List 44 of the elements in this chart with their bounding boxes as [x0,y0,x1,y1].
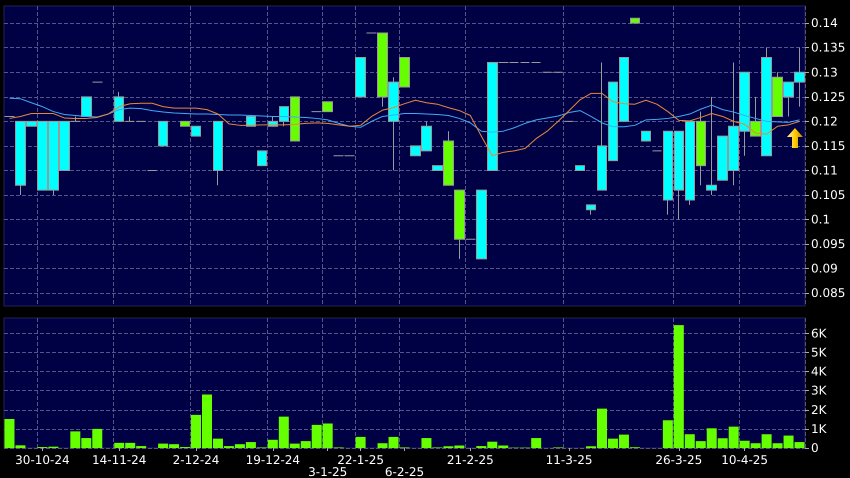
y-tick-label: 0 [811,441,819,455]
x-tick-label: 11-3-25 [546,453,593,467]
x-tick-label: 3-1-25 [308,465,348,478]
bar [356,436,366,448]
x-tick-label: 14-11-24 [92,453,146,467]
y-tick-label: 0.11 [811,163,838,178]
y-tick-label: 2K [811,402,828,417]
x-tick-label: 26-3-25 [655,453,702,467]
candlestick [246,116,256,127]
x-tick-label: 22-1-25 [337,453,384,467]
x-tick-label: 6-2-25 [384,465,424,478]
x-tick-label: 21-2-25 [446,453,494,467]
line-series [8,92,800,156]
candlestick [630,18,640,24]
y-tick-label: 0.105 [811,188,846,202]
y-tick-label: 3K [811,384,828,398]
y-tick-label: 5K [811,345,828,360]
x-tick-label: 10-4-25 [721,453,768,467]
y-tick-label: 0.125 [811,90,846,104]
y-tick-label: 0.14 [811,16,838,30]
y-tick-label: 0.085 [811,286,846,300]
candlestick [81,96,92,117]
candlestick [575,165,585,171]
y-tick-label: 0.115 [811,138,846,153]
y-tick-label: 1K [811,422,828,436]
y-tick-label: 0.095 [811,237,846,252]
candlestick [257,150,267,166]
y-tick-label: 0.13 [811,65,838,80]
candlestick [641,130,651,142]
y-tick-label: 0.1 [811,212,830,227]
y-tick-label: 4K [811,364,828,379]
y-tick-label: 0.09 [811,262,838,276]
y-tick-label: 6K [811,326,828,340]
candlestick [355,57,366,98]
y-tick-label: 0.135 [811,40,846,55]
y-tick-label: 0.12 [811,114,838,128]
candlestick [706,96,717,196]
x-tick-label: 2-12-24 [172,453,220,467]
x-tick-label: 30-10-24 [15,453,70,467]
candlestick [213,120,223,186]
candlestick [158,120,168,146]
candlestick [586,204,596,216]
x-tick-label: 19-12-24 [246,453,300,467]
line-series [8,98,800,133]
